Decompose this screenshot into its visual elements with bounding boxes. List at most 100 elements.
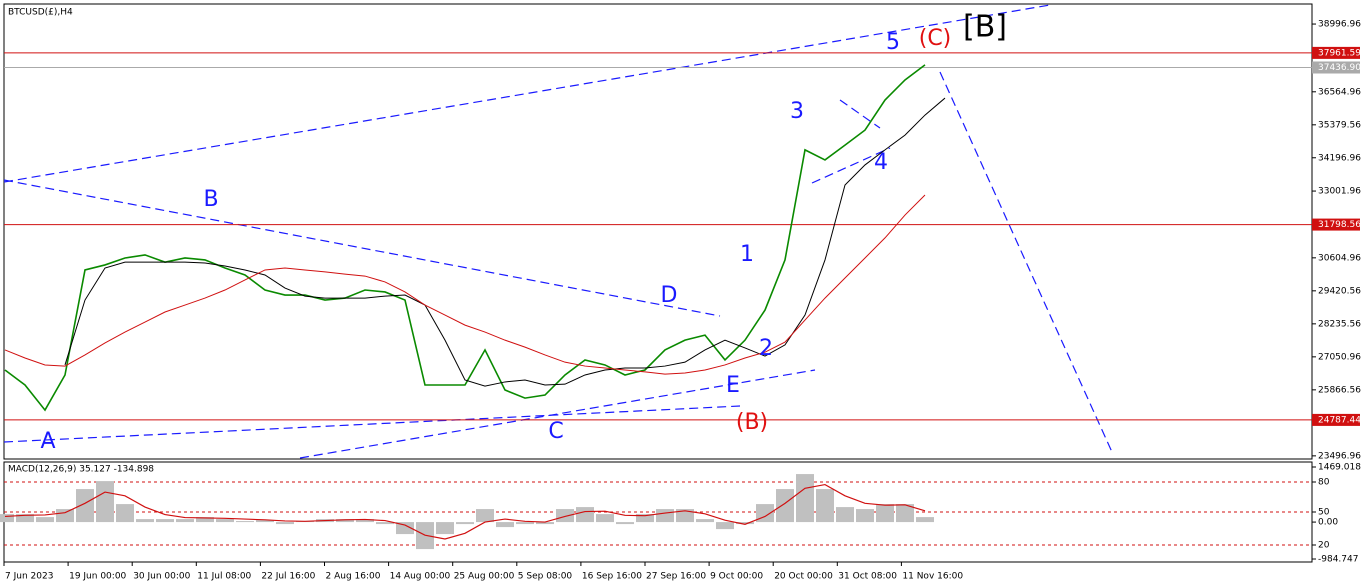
macd-bar xyxy=(216,519,234,523)
trendline xyxy=(3,4,1051,183)
macd-bar xyxy=(276,522,294,525)
macd-bar xyxy=(336,519,354,523)
wave-label: 3 xyxy=(790,99,804,124)
macd-bar xyxy=(596,514,614,523)
level-tag xyxy=(1312,413,1360,426)
y-tick-label: 29420.56 xyxy=(1318,286,1361,296)
wave-label: [B] xyxy=(963,10,1007,45)
wave-label: (B) xyxy=(736,410,768,435)
y-tick-label: 28235.56 xyxy=(1318,319,1361,329)
wave-label: 5 xyxy=(886,30,900,55)
macd-bar xyxy=(576,507,594,523)
x-tick-label: 22 Jul 16:00 xyxy=(261,572,315,582)
x-tick-label: 19 Jun 00:00 xyxy=(69,572,126,582)
macd-bar xyxy=(116,504,134,523)
level-label: 37961.59 xyxy=(1318,48,1361,58)
series-line xyxy=(64,97,946,387)
macd-bar xyxy=(616,522,634,525)
series-line xyxy=(4,194,926,375)
wave-label: 4 xyxy=(874,150,888,175)
macd-bar xyxy=(916,517,934,523)
y-tick-label: 27050.96 xyxy=(1318,352,1361,362)
macd-bar xyxy=(496,522,514,528)
y-tick-label: 80 xyxy=(1318,477,1330,487)
macd-bar xyxy=(716,522,734,530)
macd-bar xyxy=(836,507,854,523)
macd-bar xyxy=(76,489,94,523)
trendline xyxy=(3,179,721,317)
x-tick-label: 11 Jul 08:00 xyxy=(197,572,251,582)
y-tick-label: 30604.96 xyxy=(1318,253,1361,263)
wave-label: 2 xyxy=(759,336,773,361)
y-tick-label: 20 xyxy=(1318,540,1330,550)
macd-bar xyxy=(556,509,574,523)
macd-bar xyxy=(476,509,494,523)
wave-label: A xyxy=(40,429,55,454)
macd-bar xyxy=(376,522,394,525)
macd-bar xyxy=(456,522,474,525)
x-tick-label: 31 Oct 08:00 xyxy=(838,572,897,582)
trendline xyxy=(839,99,881,129)
macd-bar xyxy=(696,519,714,523)
macd-bar xyxy=(516,522,534,525)
y-tick-label: 25866.56 xyxy=(1318,385,1361,395)
y-tick-label: 23496.96 xyxy=(1318,451,1361,461)
trendlines xyxy=(3,4,1113,459)
x-tick-label: 7 Jun 2023 xyxy=(5,572,53,582)
macd-bar xyxy=(736,522,754,525)
level-tag xyxy=(1312,218,1360,231)
x-tick-label: 20 Oct 00:00 xyxy=(774,572,833,582)
macd-bar xyxy=(896,504,914,523)
level-label: 37436.90 xyxy=(1318,63,1361,73)
macd-bar xyxy=(196,517,214,523)
macd-bar xyxy=(136,519,154,523)
level-tag xyxy=(1312,46,1360,59)
level-label: 24787.44 xyxy=(1318,415,1361,425)
x-tick-label: 9 Oct 00:00 xyxy=(710,572,763,582)
y-tick-label: -984.747 xyxy=(1318,555,1358,565)
macd-bar xyxy=(536,522,554,525)
series-line xyxy=(4,483,926,540)
macd-bar xyxy=(676,509,694,523)
macd-bar xyxy=(176,519,194,523)
trendline xyxy=(811,147,891,184)
macd-bar xyxy=(876,504,894,523)
y-tick-label: 50 xyxy=(1318,507,1330,517)
macd-bar xyxy=(656,509,674,523)
macd-bar xyxy=(856,509,874,523)
wave-label: D xyxy=(661,283,678,308)
y-tick-label: 36564.96 xyxy=(1318,87,1361,97)
macd-bar xyxy=(356,519,374,523)
level-label: 31798.56 xyxy=(1318,220,1361,230)
trendline xyxy=(299,369,816,459)
y-tick-label: 1469.018 xyxy=(1318,462,1361,472)
x-tick-label: 11 Nov 16:00 xyxy=(902,572,963,582)
series-line xyxy=(4,64,926,412)
wave-label: C xyxy=(548,419,563,444)
wave-label: B xyxy=(203,187,218,212)
level-tag xyxy=(1312,61,1360,74)
macd-bar xyxy=(816,489,834,523)
macd-title: MACD(12,26,9) 35.127 -134.898 xyxy=(8,465,154,475)
macd-bar xyxy=(776,489,794,523)
macd-bar xyxy=(236,521,254,523)
macd-bar xyxy=(16,514,34,523)
macd-bar xyxy=(156,519,174,523)
macd-bar xyxy=(96,481,114,523)
macd-bar xyxy=(436,522,454,535)
y-tick-label: 33001.96 xyxy=(1318,187,1361,197)
x-tick-label: 14 Aug 00:00 xyxy=(390,572,451,582)
macd-bar xyxy=(396,522,414,535)
macd-bar xyxy=(36,517,54,523)
macd-bar xyxy=(56,509,74,523)
y-tick-label: 35379.56 xyxy=(1318,120,1361,130)
main-frame xyxy=(3,3,1313,460)
x-tick-label: 25 Aug 00:00 xyxy=(454,572,515,582)
macd-bar xyxy=(796,474,814,523)
symbol-title: BTCUSD(£),H4 xyxy=(8,8,73,18)
macd-bar xyxy=(636,514,654,523)
wave-label: 1 xyxy=(740,242,754,267)
y-tick-label: 38996.96 xyxy=(1318,20,1361,30)
